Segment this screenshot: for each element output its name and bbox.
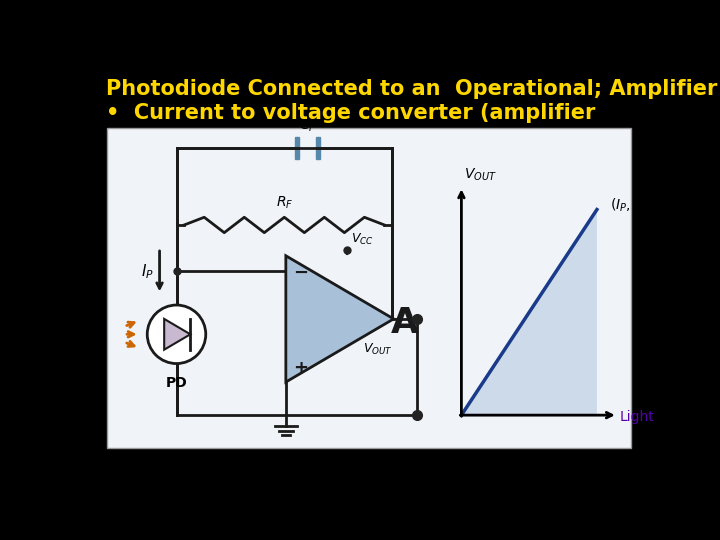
Text: −: − — [294, 264, 309, 282]
Text: Photodiode Connected to an  Operational; Amplifier: Photodiode Connected to an Operational; … — [106, 79, 717, 99]
Text: +: + — [294, 359, 309, 377]
Text: $V_{OUT}$: $V_{OUT}$ — [364, 342, 393, 357]
Text: $(I_P,R_F)$: $(I_P,R_F)$ — [610, 196, 654, 214]
Polygon shape — [462, 210, 597, 415]
Bar — [316, 137, 320, 159]
Bar — [295, 137, 299, 159]
Polygon shape — [164, 319, 190, 350]
Circle shape — [148, 305, 206, 363]
Text: $V_{CC}$: $V_{CC}$ — [351, 232, 374, 247]
Text: PD: PD — [166, 376, 187, 390]
Text: Light: Light — [620, 410, 654, 424]
Text: •  Current to voltage converter (amplifier: • Current to voltage converter (amplifie… — [106, 103, 595, 123]
Bar — [107, 128, 631, 448]
Text: $C_F$: $C_F$ — [299, 118, 316, 134]
Text: $V_{OUT}$: $V_{OUT}$ — [464, 167, 498, 184]
Text: $R_F$: $R_F$ — [276, 195, 293, 211]
Text: A: A — [390, 306, 418, 340]
Polygon shape — [286, 256, 394, 382]
Text: $I_P$: $I_P$ — [140, 262, 153, 280]
